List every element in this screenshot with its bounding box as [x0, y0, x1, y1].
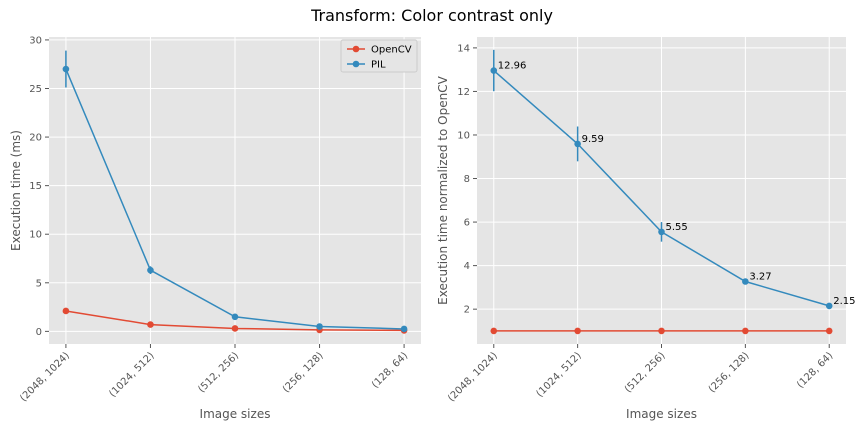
- x-tick-label: (1024, 512): [107, 350, 156, 399]
- y-axis-label: Execution time (ms): [9, 130, 23, 251]
- x-tick-label: (512, 256): [623, 350, 668, 395]
- data-label: 9.59: [582, 134, 604, 145]
- x-tick-label: (256, 128): [281, 350, 326, 395]
- legend-swatch-marker: [352, 60, 360, 68]
- x-tick-label: (2048, 1024): [18, 350, 72, 404]
- y-tick-label: 20: [29, 133, 42, 144]
- data-point: [147, 266, 154, 274]
- data-label: 12.96: [498, 61, 527, 72]
- y-tick-label: 4: [464, 261, 470, 272]
- x-tick-label: (128, 64): [795, 350, 835, 390]
- y-tick-label: 14: [457, 43, 470, 54]
- data-point: [742, 327, 749, 335]
- y-tick-label: 10: [457, 130, 470, 141]
- y-tick-label: 25: [29, 84, 42, 95]
- data-point: [316, 323, 323, 330]
- series-pil: [62, 50, 408, 333]
- y-tick-label: 10: [29, 230, 42, 241]
- y-tick-label: 5: [36, 278, 42, 289]
- y-tick-label: 8: [464, 174, 470, 185]
- data-point: [574, 327, 581, 335]
- y-axis-label: Execution time normalized to OpenCV: [436, 75, 450, 304]
- legend: OpenCV PIL: [340, 39, 418, 73]
- y-tick-label: 12: [457, 87, 470, 98]
- data-label: 2.15: [833, 296, 855, 307]
- x-tick-label: (128, 64): [370, 350, 410, 390]
- data-point: [490, 67, 498, 74]
- x-tick-label: (256, 128): [707, 350, 752, 395]
- figure-title: Transform: Color contrast only: [310, 6, 553, 25]
- data-point: [490, 327, 498, 335]
- y-tick-label: 15: [29, 181, 42, 192]
- data-point: [400, 325, 408, 333]
- x-tick-label: (512, 256): [196, 350, 241, 395]
- series-1: 12.96 9.59 5.55 3.27 2.15: [490, 49, 855, 310]
- right-chart-panel: 2 4 6 8 10 12 14 (2048, 1024) (1024, 512) (512, 2…: [436, 37, 855, 421]
- left-chart-panel: 0 5 10 15 20 25 30 (2048, 1024) (1024, 512) (512,…: [9, 35, 421, 421]
- y-tick-label: 30: [29, 35, 42, 46]
- data-point: [825, 302, 833, 310]
- data-point: [825, 327, 833, 335]
- data-point: [231, 325, 239, 332]
- x-tick-label: (2048, 1024): [446, 350, 500, 404]
- x-axis-label: Image sizes: [200, 407, 271, 421]
- x-tick-label: (1024, 512): [534, 350, 583, 399]
- data-point: [147, 321, 154, 328]
- legend-swatch-marker: [352, 45, 360, 53]
- data-point: [62, 307, 70, 315]
- y-tick-label: 6: [464, 218, 470, 229]
- data-label: 3.27: [749, 272, 771, 283]
- data-point: [231, 313, 239, 321]
- data-point: [742, 278, 749, 285]
- data-label: 5.55: [666, 222, 688, 233]
- data-point: [62, 65, 70, 73]
- legend-entry: OpenCV: [371, 45, 412, 56]
- data-point: [658, 327, 665, 335]
- data-point: [658, 228, 665, 236]
- y-tick-label: 0: [36, 327, 42, 338]
- series-0: [490, 327, 833, 335]
- legend-entry: PIL: [371, 60, 386, 71]
- x-axis-label: Image sizes: [626, 407, 697, 421]
- data-point: [574, 140, 581, 148]
- y-tick-label: 2: [464, 305, 470, 316]
